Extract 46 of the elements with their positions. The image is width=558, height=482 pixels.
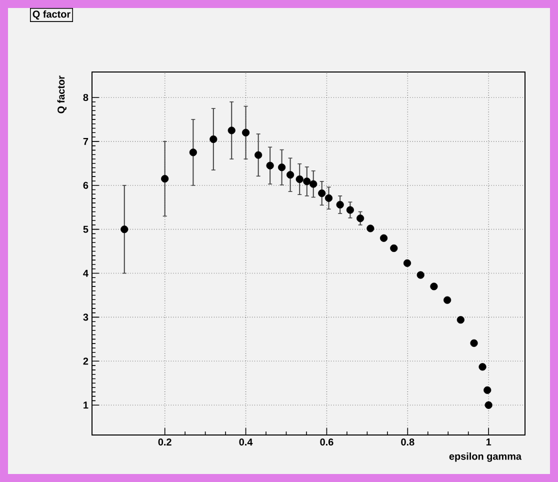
x-tick-label: 0.8 bbox=[401, 438, 414, 446]
point bbox=[390, 244, 398, 252]
point bbox=[366, 224, 374, 232]
point bbox=[416, 271, 424, 279]
point bbox=[346, 206, 354, 214]
point bbox=[228, 126, 236, 134]
y-tick-label: 6 bbox=[83, 182, 88, 189]
y-tick-label: 4 bbox=[83, 270, 88, 277]
point bbox=[296, 175, 304, 184]
point bbox=[189, 148, 197, 156]
y-tick-label: 2 bbox=[83, 358, 88, 365]
chart-title: Q factor bbox=[32, 10, 70, 20]
point bbox=[336, 200, 344, 208]
point bbox=[470, 339, 478, 347]
y-tick-label: 8 bbox=[83, 94, 88, 101]
point bbox=[310, 180, 318, 188]
point bbox=[210, 135, 218, 144]
point bbox=[356, 214, 364, 222]
x-tick-label: 0.2 bbox=[158, 438, 172, 446]
point bbox=[484, 386, 492, 394]
point bbox=[303, 178, 311, 186]
point bbox=[242, 128, 250, 136]
point bbox=[120, 226, 128, 234]
y-tick-label: 3 bbox=[83, 314, 88, 321]
x-axis-title: epsilon gamma bbox=[449, 452, 522, 462]
point bbox=[318, 189, 326, 198]
x-tick-label: 0.4 bbox=[239, 438, 253, 446]
y-tick-label: 1 bbox=[84, 402, 88, 409]
point bbox=[286, 171, 294, 179]
point bbox=[403, 259, 412, 267]
point bbox=[478, 363, 486, 371]
point bbox=[380, 234, 388, 242]
y-tick-label: 7 bbox=[83, 138, 88, 145]
y-tick-label: 5 bbox=[83, 226, 88, 233]
point bbox=[161, 174, 169, 183]
point bbox=[278, 164, 286, 172]
x-tick-label: 0.6 bbox=[320, 438, 334, 446]
y-axis-title: Q factor bbox=[57, 76, 66, 114]
point bbox=[324, 194, 333, 202]
point bbox=[266, 162, 274, 170]
point bbox=[254, 151, 262, 159]
point bbox=[484, 401, 492, 409]
point bbox=[456, 316, 464, 324]
x-tick-label: 1 bbox=[486, 438, 492, 446]
point bbox=[430, 282, 438, 290]
point bbox=[444, 296, 452, 304]
